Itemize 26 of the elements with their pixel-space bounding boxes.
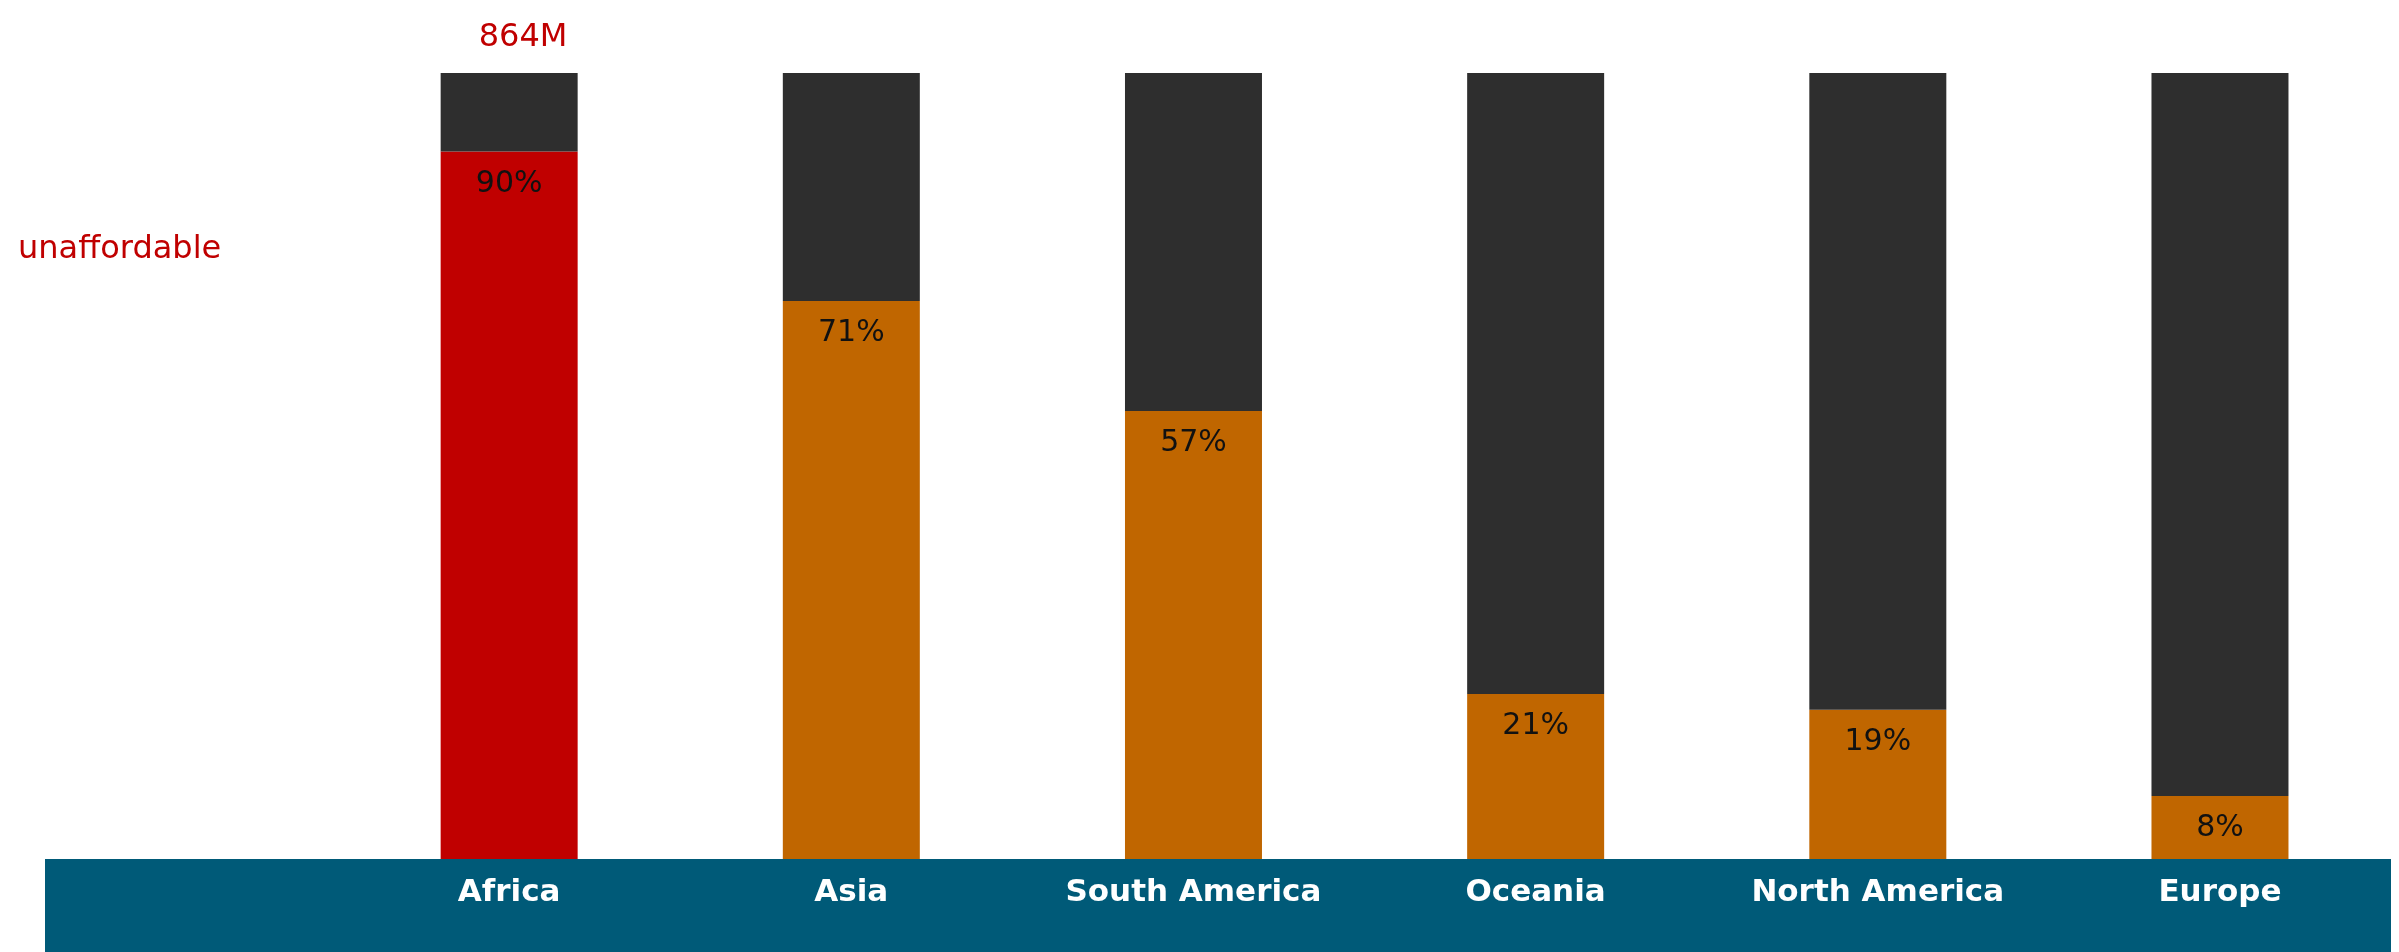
bar bbox=[782, 300, 920, 859]
x-tick-label: Europe bbox=[2158, 872, 2282, 909]
data-label: 8% bbox=[2196, 808, 2244, 844]
bar bbox=[1467, 693, 1605, 859]
bar bbox=[1809, 709, 1947, 859]
x-tick-label: Asia bbox=[814, 872, 889, 909]
data-label: 57% bbox=[1160, 422, 1227, 458]
x-tick-label: Oceania bbox=[1465, 872, 1606, 909]
data-label: 19% bbox=[1844, 721, 1912, 757]
bar bbox=[1809, 73, 1947, 710]
bar bbox=[1467, 73, 1605, 694]
bar bbox=[1124, 73, 1262, 411]
bar bbox=[2151, 796, 2289, 859]
bar bbox=[2151, 73, 2289, 797]
text: 864M bbox=[477, 16, 569, 54]
bar bbox=[1124, 410, 1262, 859]
x-tick-label: Africa bbox=[457, 872, 561, 909]
bar bbox=[782, 73, 920, 301]
data-label: 21% bbox=[1502, 705, 1569, 741]
bar bbox=[440, 151, 578, 859]
data-label: 71% bbox=[817, 312, 885, 348]
x-tick-label: South America bbox=[1065, 872, 1322, 909]
bar bbox=[440, 73, 578, 152]
x-tick-label: North America bbox=[1751, 872, 2005, 909]
data-label: 90% bbox=[475, 163, 543, 199]
text: unaffordable bbox=[18, 228, 222, 266]
